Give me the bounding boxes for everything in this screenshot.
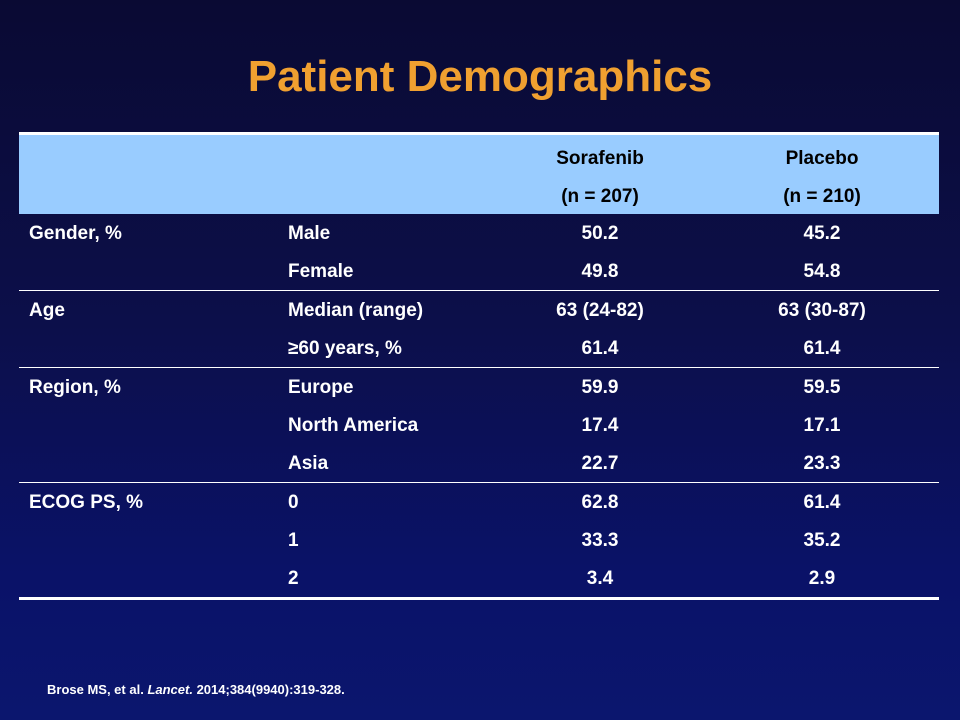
table-row: North America 17.4 17.1	[19, 406, 939, 444]
group-region: Region, % Europe 59.9 59.5 North America…	[19, 368, 939, 483]
sorafenib-value: 62.8	[581, 492, 619, 513]
table-row: 2 3.4 2.9	[19, 559, 939, 597]
sorafenib-value: 22.7	[581, 453, 619, 474]
category-label: Region, %	[29, 377, 121, 398]
placebo-value: 2.9	[808, 568, 836, 589]
subcategory-label: Female	[288, 261, 354, 282]
table-row: ≥60 years, % 61.4 61.4	[19, 329, 939, 367]
category-label: Gender, %	[29, 223, 122, 244]
table-row: Asia 22.7 23.3	[19, 444, 939, 482]
header-sorafenib-n: (n = 207)	[561, 186, 639, 207]
sorafenib-value: 59.9	[581, 377, 619, 398]
citation: Brose MS, et al. Lancet. 2014;384(9940):…	[47, 682, 345, 697]
table-row: ECOG PS, % 0 62.8 61.4	[19, 483, 939, 521]
placebo-value: 61.4	[803, 492, 841, 513]
sorafenib-value: 49.8	[581, 261, 619, 282]
placebo-value: 17.1	[803, 415, 841, 436]
citation-journal: Lancet.	[147, 682, 193, 697]
demographics-table: Sorafenib (n = 207) Placebo (n = 210) Ge…	[19, 132, 939, 600]
placebo-value: 59.5	[803, 377, 841, 398]
table-row: Age Median (range) 63 (24-82) 63 (30-87)	[19, 291, 939, 329]
subcategory-label: 2	[288, 568, 299, 589]
table-header: Sorafenib (n = 207) Placebo (n = 210)	[19, 135, 939, 214]
table-top-rule	[19, 132, 939, 135]
subcategory-label: ≥60 years, %	[288, 338, 402, 359]
header-placebo-n: (n = 210)	[783, 186, 861, 207]
group-age: Age Median (range) 63 (24-82) 63 (30-87)…	[19, 291, 939, 368]
subcategory-label: 0	[288, 492, 299, 513]
placebo-value: 63 (30-87)	[778, 300, 866, 321]
table-row: Region, % Europe 59.9 59.5	[19, 368, 939, 406]
subcategory-label: Asia	[288, 453, 329, 474]
category-label: Age	[29, 300, 65, 321]
sorafenib-value: 33.3	[581, 530, 619, 551]
subcategory-label: Median (range)	[288, 300, 424, 321]
header-placebo: Placebo	[785, 148, 859, 169]
placebo-value: 23.3	[803, 453, 841, 474]
citation-details: 2014;384(9940):319-328.	[196, 682, 345, 697]
group-gender: Gender, % Male 50.2 45.2 Female 49.8 54.…	[19, 214, 939, 291]
sorafenib-value: 50.2	[581, 223, 619, 244]
placebo-value: 35.2	[803, 530, 841, 551]
citation-authors: Brose MS, et al.	[47, 682, 144, 697]
placebo-value: 54.8	[803, 261, 841, 282]
subcategory-label: 1	[288, 530, 299, 551]
placebo-value: 45.2	[803, 223, 841, 244]
table-row: 1 33.3 35.2	[19, 521, 939, 559]
group-ecog: ECOG PS, % 0 62.8 61.4 1 33.3 35.2 2 3.4…	[19, 483, 939, 600]
category-label: ECOG PS, %	[29, 492, 144, 513]
sorafenib-value: 3.4	[586, 568, 614, 589]
placebo-value: 61.4	[803, 338, 841, 359]
table-row: Female 49.8 54.8	[19, 252, 939, 290]
subcategory-label: Male	[288, 223, 331, 244]
header-sorafenib: Sorafenib	[556, 148, 644, 169]
subcategory-label: North America	[288, 415, 419, 436]
table-row: Gender, % Male 50.2 45.2	[19, 214, 939, 252]
sorafenib-value: 17.4	[581, 415, 619, 436]
subcategory-label: Europe	[288, 377, 354, 398]
sorafenib-value: 61.4	[581, 338, 619, 359]
sorafenib-value: 63 (24-82)	[556, 300, 644, 321]
slide-title: Patient Demographics	[247, 52, 713, 101]
